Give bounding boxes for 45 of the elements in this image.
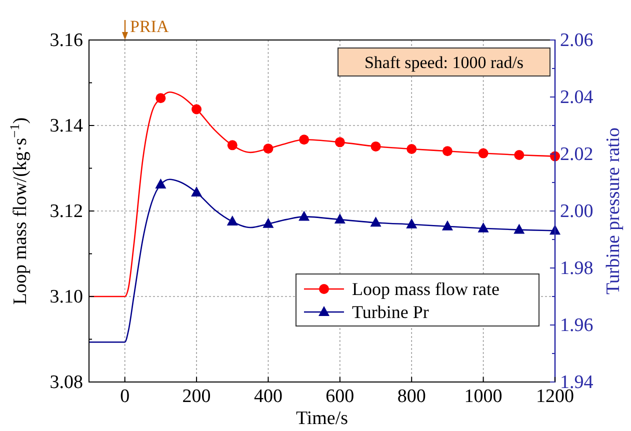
x-tick-label: 200 xyxy=(182,386,211,407)
point xyxy=(442,220,453,230)
y2-tick-label: 2.00 xyxy=(560,201,594,222)
y-tick-label: 3.16 xyxy=(50,30,83,51)
point xyxy=(514,150,524,160)
point xyxy=(262,218,274,228)
point xyxy=(155,178,166,188)
x-tick-label: 0 xyxy=(120,386,130,407)
x-tick-label: 400 xyxy=(254,386,282,407)
x-tick-label: 600 xyxy=(326,386,354,407)
point xyxy=(406,218,418,228)
point xyxy=(370,216,382,227)
legend-label: Loop mass flow rate xyxy=(352,279,500,299)
y2-tick-label: 2.02 xyxy=(560,144,594,165)
legend-label: Turbine Pr xyxy=(352,302,429,322)
y-tick-label: 3.12 xyxy=(50,201,83,222)
annotation: Shaft speed: 1000 rad/s xyxy=(364,53,524,72)
point xyxy=(263,144,274,154)
y2-axis-title: Turbine pressure ratio xyxy=(603,127,624,295)
point xyxy=(156,93,166,104)
point xyxy=(334,137,345,148)
y2-tick-label: 2.04 xyxy=(560,87,594,108)
x-axis-title: Time/s xyxy=(296,408,348,429)
point xyxy=(370,141,381,152)
point xyxy=(442,146,452,156)
y2-tick-label: 2.06 xyxy=(560,30,594,51)
point xyxy=(334,214,346,224)
y-tick-label: 3.14 xyxy=(50,116,84,136)
y-tick-label: 3.10 xyxy=(50,286,83,308)
point xyxy=(514,224,525,234)
point xyxy=(192,104,202,114)
point xyxy=(226,216,238,226)
point xyxy=(406,144,417,154)
point xyxy=(478,148,488,158)
point xyxy=(478,222,489,232)
text: PRIA xyxy=(130,17,170,36)
point xyxy=(298,210,310,221)
point xyxy=(299,134,310,145)
point xyxy=(191,186,202,196)
x-tick-label: 800 xyxy=(397,386,426,407)
point xyxy=(227,140,238,150)
y2-tick-label: 1.96 xyxy=(560,315,594,336)
x-tick-label: 1000 xyxy=(464,386,502,407)
y-tick-label: 3.08 xyxy=(50,372,83,393)
y2-tick-label: 1.98 xyxy=(560,258,594,279)
